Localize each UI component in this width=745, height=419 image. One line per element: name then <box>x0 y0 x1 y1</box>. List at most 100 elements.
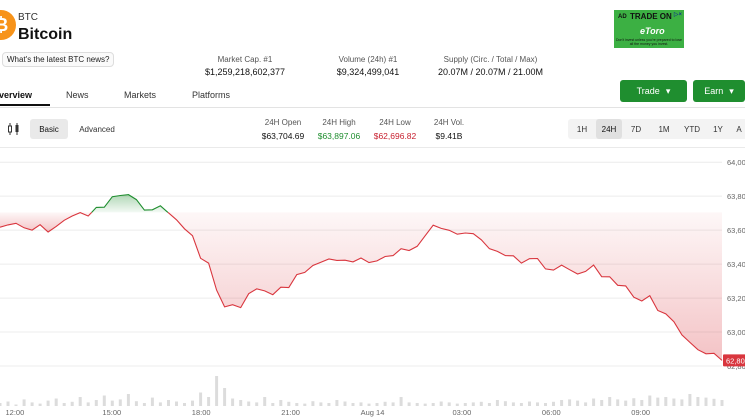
supply-stat: Supply (Circ. / Total / Max) 20.07M / 20… <box>428 55 553 77</box>
x-tick-label: 03:00 <box>453 408 472 417</box>
volume-bar <box>126 394 130 406</box>
basic-chart-button[interactable]: Basic <box>30 119 68 139</box>
volume-24h-value: $9.41B <box>435 131 463 141</box>
y-tick-label: 63,40 <box>727 260 745 269</box>
volume-bar <box>487 403 491 406</box>
volume-bar <box>391 402 395 406</box>
tab-markets[interactable]: Markets <box>124 90 157 100</box>
volume-bar <box>560 400 564 406</box>
tab-platforms[interactable]: Platforms <box>192 90 231 100</box>
volume-bar <box>592 398 596 406</box>
volume-bar <box>367 403 371 406</box>
volume-bar <box>720 400 724 406</box>
high-value: $63,897.06 <box>317 131 361 141</box>
x-tick-label: 06:00 <box>542 408 561 417</box>
price-chart[interactable]: 64,00 63,80 63,60 63,40 63,20 63,00 62,8062,80… <box>0 148 745 419</box>
volume-bar <box>616 399 620 406</box>
volume-bar <box>712 398 716 406</box>
volume-bar <box>552 401 555 406</box>
volume-bar <box>431 403 435 406</box>
volume-bar <box>343 401 347 406</box>
y-tick-label: 64,00 <box>727 158 745 167</box>
volume-bar <box>351 403 355 406</box>
volume-bar <box>199 392 203 406</box>
range-1h-button[interactable]: 1H <box>576 124 588 134</box>
volume-bar <box>407 402 411 406</box>
etoro-ad-banner[interactable]: AD TRADE ON eToro ▷× Don't invest unless… <box>614 10 684 48</box>
last-price-badge <box>723 354 745 367</box>
price-area-down <box>0 212 92 232</box>
high-label: 24H High <box>322 118 356 127</box>
volume-bar <box>78 397 82 406</box>
y-tick-label: 63,60 <box>727 226 745 235</box>
volume-bar <box>600 400 604 406</box>
candles-icon[interactable] <box>6 121 22 137</box>
volume-bar <box>479 401 483 406</box>
price-area-up <box>91 194 168 213</box>
open-value: $63,704.69 <box>261 131 305 141</box>
volume-bar <box>503 401 507 406</box>
volume-bar <box>110 400 114 406</box>
volume-bar <box>375 403 379 406</box>
range-1y-button[interactable]: 1Y <box>713 124 723 134</box>
latest-news-link[interactable]: What's the latest BTC news? <box>2 52 115 67</box>
market-cap-label: Market Cap. #1 <box>217 55 273 64</box>
last-price-label: 62,80 <box>726 356 745 365</box>
earn-button[interactable]: Earn ▾ <box>693 80 745 102</box>
range-ytd-button[interactable]: YTD <box>684 124 700 134</box>
ad-choices-icon[interactable]: ▷× <box>673 12 682 18</box>
volume-bar <box>0 403 2 406</box>
volume-bar <box>271 403 275 406</box>
volume-stat: Volume (24h) #1 $9,324,499,041 <box>318 55 418 77</box>
x-tick-label: 21:00 <box>281 408 300 417</box>
volume-label: Volume (24h) #1 <box>338 55 398 64</box>
low-label: 24H Low <box>379 118 411 127</box>
volume-bar <box>86 402 90 406</box>
volume-bar <box>576 400 580 406</box>
tab-overview[interactable]: Overview <box>0 90 33 100</box>
range-7d-button[interactable]: 7D <box>630 124 642 134</box>
tab-news[interactable]: News <box>66 90 89 100</box>
range-24h-button[interactable]: 24H <box>596 119 622 139</box>
supply-value: 20.07M / 20.07M / 21.00M <box>437 67 544 77</box>
volume-24h-stat: 24H Vol. $9.41B <box>426 118 472 141</box>
volume-bar <box>102 395 106 406</box>
volume-bar <box>399 397 403 406</box>
volume-bar <box>688 394 692 406</box>
chevron-down-icon: ▾ <box>729 85 734 96</box>
trade-button[interactable]: Trade ▾ <box>620 80 687 102</box>
volume-bar <box>447 402 451 406</box>
volume-bar <box>247 401 251 406</box>
ad-badge: AD <box>618 14 627 20</box>
volume-value: $9,324,499,041 <box>336 67 400 77</box>
range-1m-button[interactable]: 1M <box>658 124 670 134</box>
volume-bar <box>167 400 170 406</box>
low-stat: 24H Low $62,696.82 <box>367 118 423 141</box>
y-tick-label: 62,80 <box>727 362 745 371</box>
advanced-chart-button[interactable]: Advanced <box>79 124 115 134</box>
volume-bar <box>263 397 267 406</box>
volume-bar <box>311 401 315 406</box>
ad-headline: TRADE ON <box>630 12 672 21</box>
x-tick-label: Aug 14 <box>361 408 385 417</box>
market-cap-value: $1,259,218,602,377 <box>204 67 286 77</box>
open-stat: 24H Open $63,704.69 <box>255 118 311 141</box>
volume-bar <box>439 401 443 406</box>
volume-bar <box>46 400 50 406</box>
volume-bar <box>359 402 363 406</box>
active-tab-indicator <box>0 104 50 106</box>
x-tick-label: 15:00 <box>102 408 121 417</box>
volume-bar <box>640 400 644 406</box>
x-tick-label: 09:00 <box>631 408 650 417</box>
volume-bar <box>175 401 178 406</box>
volume-bar <box>150 397 154 406</box>
volume-bar <box>584 402 588 406</box>
volume-bar <box>656 397 660 406</box>
open-label: 24H Open <box>264 118 302 127</box>
coin-ticker: BTC <box>18 12 38 23</box>
volume-bar <box>511 402 515 406</box>
range-all-button[interactable]: A <box>736 124 742 134</box>
volume-bar <box>158 402 162 406</box>
volume-bar <box>295 403 299 406</box>
volume-bar <box>608 397 612 406</box>
